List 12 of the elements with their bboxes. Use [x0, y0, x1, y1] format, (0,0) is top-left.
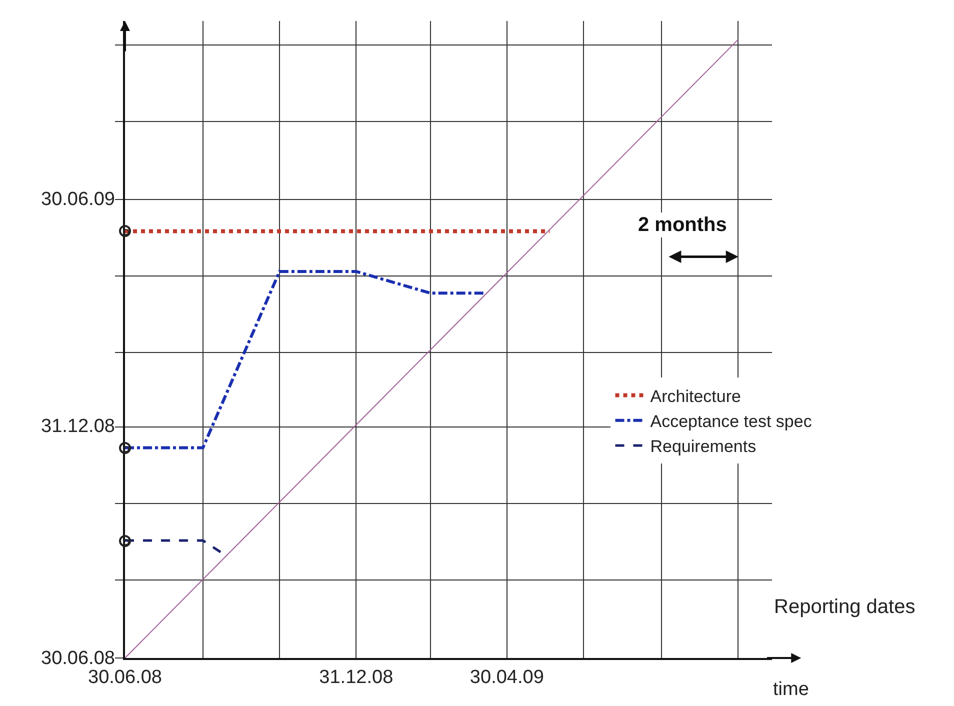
- text: 30.06.08: [41, 648, 115, 669]
- x-tick-label: 31.12.08: [319, 666, 394, 688]
- x-axis-title: time: [773, 679, 809, 700]
- text: 31.12.08: [41, 416, 115, 437]
- text: Reporting dates: [774, 596, 916, 618]
- x-tick-label: 30.06.08: [88, 666, 162, 688]
- legend-label: Acceptance test spec: [650, 412, 812, 431]
- legend-label: Architecture: [650, 386, 741, 406]
- legend-label: Requirements: [650, 437, 756, 456]
- annotation: 2 months: [638, 214, 727, 236]
- text: 30.06.09: [41, 189, 115, 210]
- x-tick-label: 30.04.09: [470, 666, 544, 688]
